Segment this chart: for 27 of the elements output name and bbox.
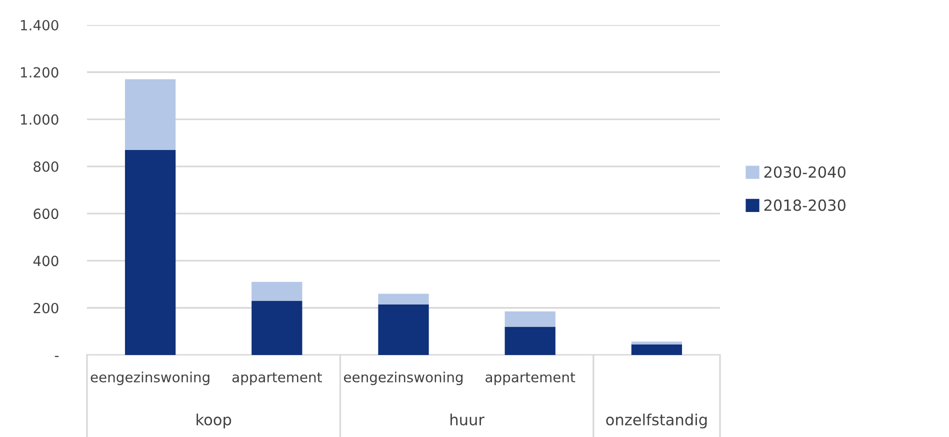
y-tick-label: - [54,356,59,358]
y-tick-label: 1.400 [20,20,58,30]
y-tick-label: 600 [34,208,58,220]
bar [378,304,429,355]
bar [124,150,176,355]
y-tick-label: 200 [34,302,58,314]
y-tick-label: 800 [34,161,58,172]
bar [631,344,682,355]
bar [252,300,302,355]
x-tick-label: eengezinswoning [90,372,210,386]
legend-label: 2018-2030 [764,199,846,211]
y-tick-label: 1.000 [20,114,58,125]
legend-label: 2030-2040 [764,166,846,178]
bar [504,311,556,327]
x-tick-label: eengezinswoning [344,372,463,386]
bar [252,282,302,301]
x-tick-label: appartement [232,372,322,386]
bar [504,326,556,355]
text: huur [450,414,484,426]
text: koop [196,414,232,428]
y-tick-label: 400 [33,256,58,266]
bar [124,79,176,150]
bar [378,294,429,304]
text: onzelfstandig [606,414,707,428]
bar [631,342,682,344]
y-tick-label: 1.200 [20,67,58,78]
x-tick-label: appartement [486,372,576,386]
